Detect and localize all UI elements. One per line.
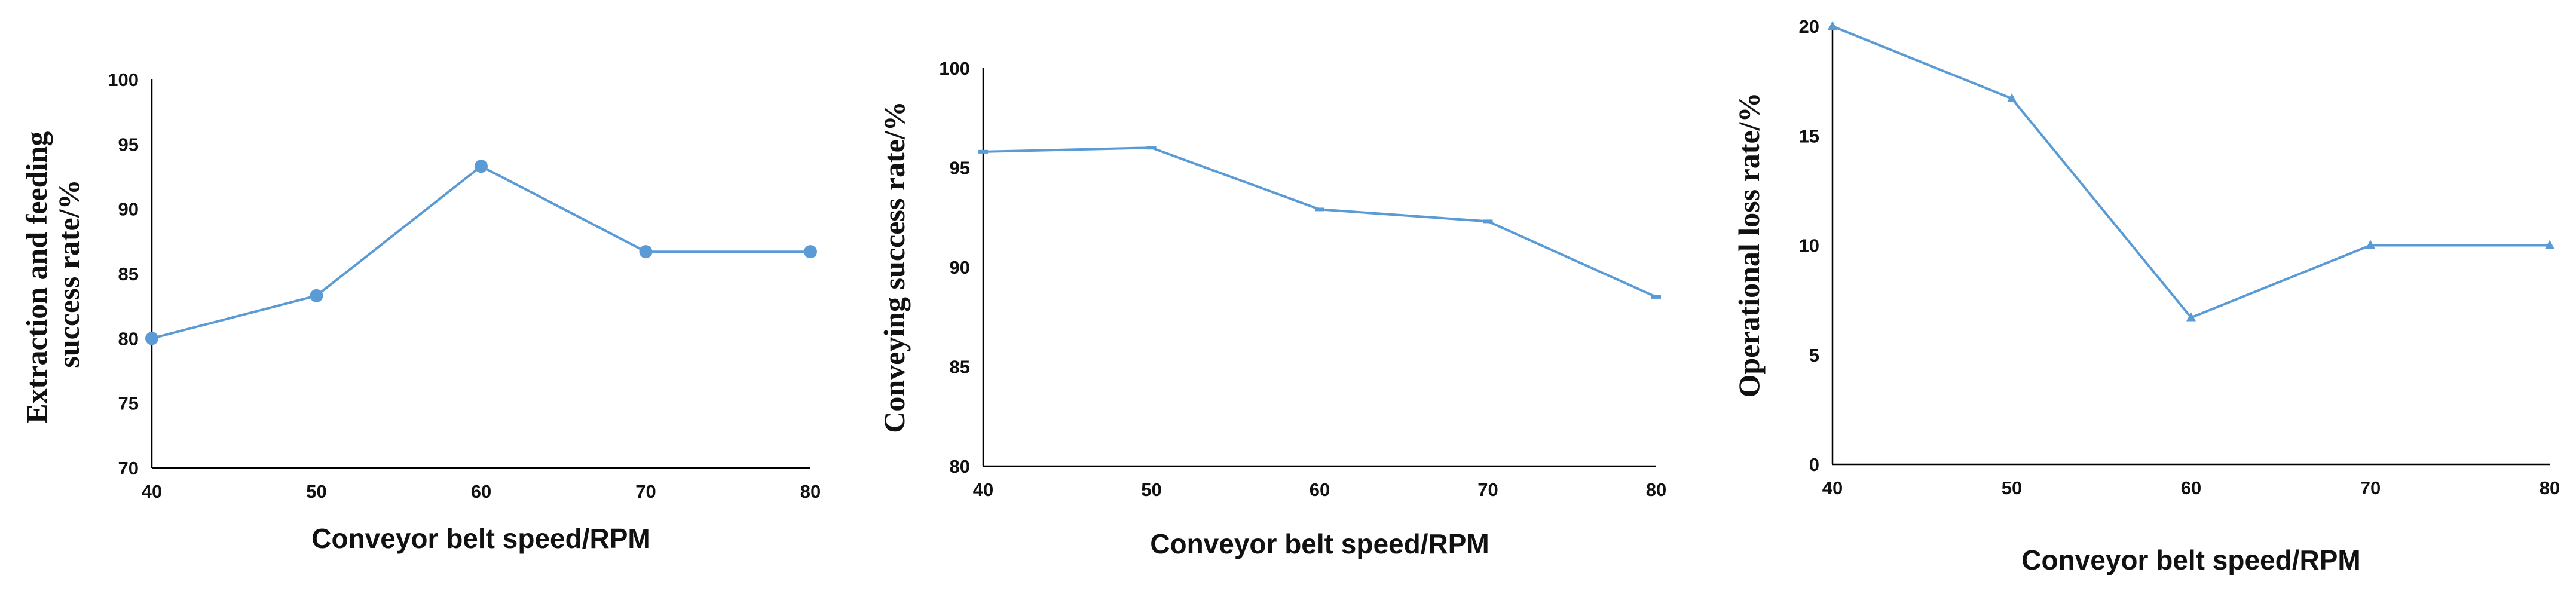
y-tick-labels: 80 85 90 95 100 xyxy=(939,58,970,477)
y-tick-label: 15 xyxy=(1799,125,1819,146)
data-point xyxy=(475,160,488,173)
y-tick-label: 100 xyxy=(939,58,970,79)
data-point xyxy=(310,289,323,302)
x-axis-label: Conveyor belt speed/RPM xyxy=(2021,544,2360,575)
x-tick-label: 80 xyxy=(2540,477,2560,498)
y-tick-label: 10 xyxy=(1799,235,1819,256)
y-tick-label: 80 xyxy=(118,328,139,349)
x-tick-label: 60 xyxy=(471,481,491,502)
y-tick-label: 75 xyxy=(118,393,139,414)
x-tick-labels: 40 50 60 70 80 xyxy=(142,481,821,502)
x-tick-label: 50 xyxy=(1141,479,1161,500)
x-tick-label: 50 xyxy=(2002,477,2022,498)
data-point xyxy=(2186,312,2196,322)
y-tick-label: 95 xyxy=(118,134,139,155)
y-tick-labels: 0 5 10 15 20 xyxy=(1799,16,1819,475)
y-tick-label: 85 xyxy=(118,264,139,284)
data-point xyxy=(978,149,988,154)
y-axis-label: Extraction and feeding success rate/% xyxy=(20,124,85,423)
data-point xyxy=(1651,295,1661,299)
x-tick-labels: 40 50 60 70 80 xyxy=(973,479,1666,500)
data-point xyxy=(639,245,653,259)
x-tick-label: 40 xyxy=(973,479,993,500)
data-point xyxy=(804,245,817,259)
y-axis-label-line-1: Operational loss rate/% xyxy=(1732,92,1766,397)
series-line xyxy=(151,164,810,340)
x-axis-label: Conveyor belt speed/RPM xyxy=(1150,528,1489,559)
y-axis-label: Conveying success rate/% xyxy=(877,101,911,433)
x-tick-label: 70 xyxy=(635,481,656,502)
y-tick-label: 20 xyxy=(1799,16,1819,37)
x-tick-labels: 40 50 60 70 80 xyxy=(1822,477,2560,498)
data-point xyxy=(1828,21,1837,30)
x-tick-label: 70 xyxy=(2360,477,2381,498)
x-axis-label: Conveyor belt speed/RPM xyxy=(311,523,650,554)
x-tick-label: 70 xyxy=(1477,479,1498,500)
x-tick-label: 80 xyxy=(800,481,821,502)
x-tick-label: 80 xyxy=(1646,479,1666,500)
y-tick-label: 90 xyxy=(118,199,139,220)
y-axis-label: Operational loss rate/% xyxy=(1732,92,1766,397)
x-tick-label: 40 xyxy=(142,481,162,502)
y-tick-label: 70 xyxy=(118,458,139,479)
data-point xyxy=(145,332,158,345)
series-line xyxy=(1832,25,2550,319)
y-tick-label: 5 xyxy=(1809,345,1819,366)
x-tick-label: 60 xyxy=(1310,479,1330,500)
y-tick-label: 95 xyxy=(950,158,970,179)
y-tick-label: 0 xyxy=(1809,454,1819,475)
data-point xyxy=(1146,146,1157,150)
data-point xyxy=(2366,240,2375,249)
y-tick-label: 100 xyxy=(108,69,139,90)
series-line xyxy=(983,146,1657,298)
y-tick-labels: 70 75 80 85 90 95 100 xyxy=(108,69,139,479)
data-point xyxy=(2545,240,2554,249)
series-conveying xyxy=(978,146,1661,299)
y-tick-label: 80 xyxy=(950,456,970,477)
y-axis-label-line-2: success rate/% xyxy=(52,179,85,368)
series-extraction-feeding xyxy=(145,160,817,345)
x-tick-label: 50 xyxy=(306,481,326,502)
chart-panel-operational-loss: 40 50 60 70 80 0 5 10 15 20 Conveyor belt speed/… xyxy=(1732,16,2560,575)
x-tick-label: 40 xyxy=(1822,477,1843,498)
series-operational-loss xyxy=(1828,21,2554,322)
y-tick-label: 90 xyxy=(950,257,970,278)
chart-panel-conveying: 40 50 60 70 80 80 85 90 95 100 Conveyor belt spe… xyxy=(877,58,1666,559)
data-point xyxy=(1483,219,1493,224)
x-tick-label: 60 xyxy=(2181,477,2201,498)
data-point xyxy=(2007,93,2017,102)
data-point xyxy=(1315,207,1324,212)
y-axis-label-line-1: Extraction and feeding xyxy=(20,131,53,424)
chart-panel-extraction-feeding: 40 50 60 70 80 70 75 80 85 90 95 100 Conveyor belt… xyxy=(20,69,821,554)
y-axis-label-line-1: Conveying success rate/% xyxy=(877,101,911,433)
y-tick-label: 85 xyxy=(950,357,970,378)
